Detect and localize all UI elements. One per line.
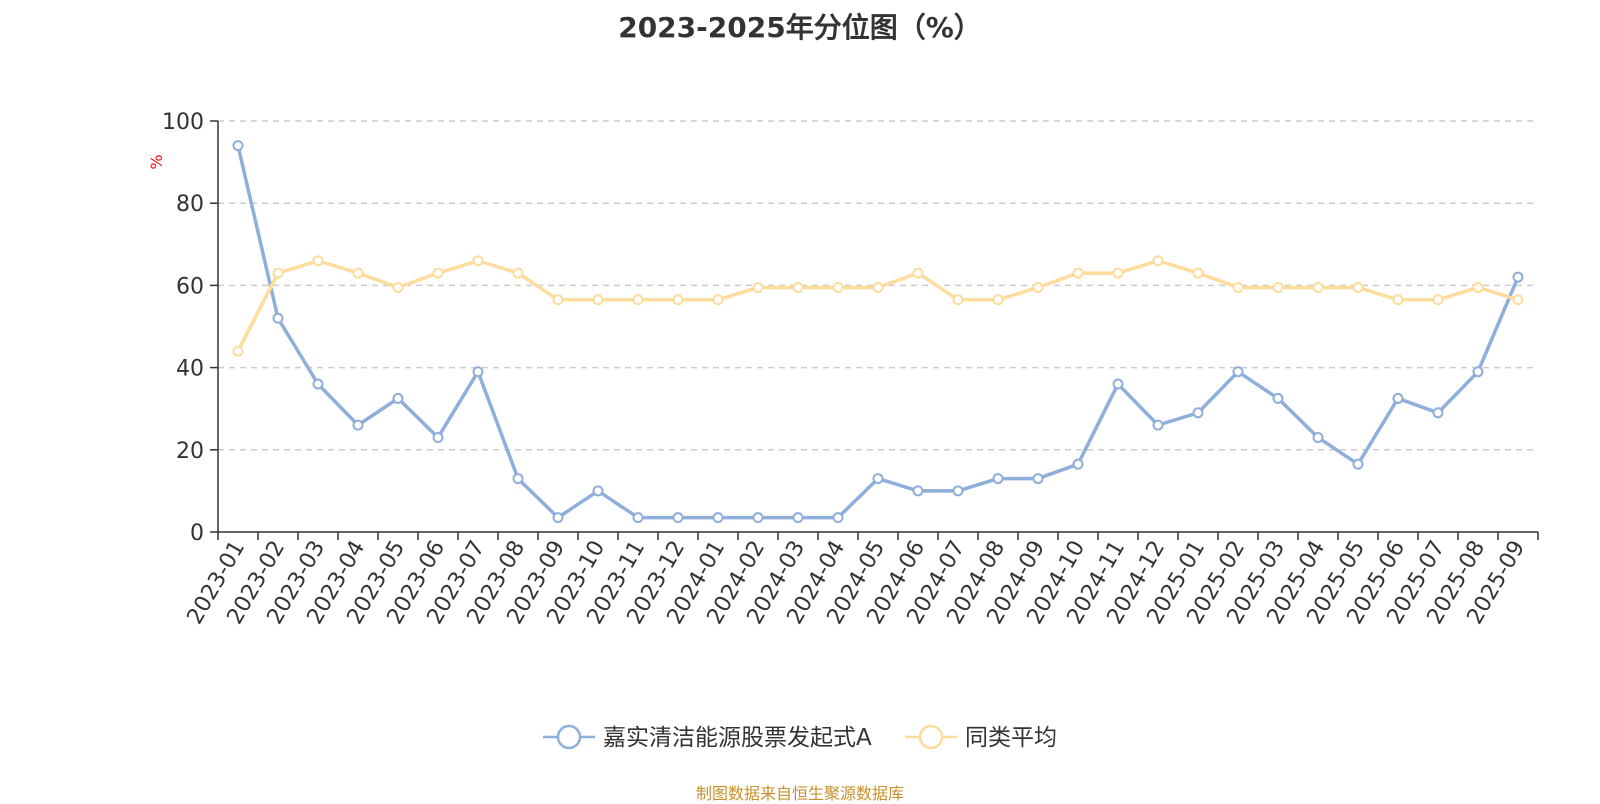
series-1-point [1072, 458, 1084, 470]
series-2-point [1192, 267, 1204, 279]
series-2-point [752, 281, 764, 293]
series-1-point [232, 140, 244, 152]
series-1-point [1272, 392, 1284, 404]
series-1-point [552, 512, 564, 524]
series-2-point [1312, 281, 1324, 293]
series-1-point [1512, 271, 1524, 283]
series-1-point [352, 419, 364, 431]
series-2-point [232, 345, 244, 357]
series-2-point [1112, 267, 1124, 279]
series-2-point [1152, 255, 1164, 267]
series-2-point [992, 294, 1004, 306]
series-1-point [1032, 473, 1044, 485]
source-note: 制图数据来自恒生聚源数据库 [695, 784, 904, 803]
series-1-point [1112, 378, 1124, 390]
series-1-point [952, 485, 964, 497]
series-1-point [1472, 366, 1484, 378]
series-2-point [632, 294, 644, 306]
series-2-point [352, 267, 364, 279]
chart-title: 2023-2025年分位图（%） [618, 11, 982, 44]
y-tick-label: 0 [190, 521, 204, 546]
legend-label-2: 同类平均 [965, 725, 1057, 751]
series-2-point [1072, 267, 1084, 279]
series-2-point [272, 267, 284, 279]
y-tick-label: 80 [176, 192, 204, 217]
legend-label-1: 嘉实清洁能源股票发起式A [603, 725, 872, 751]
legend-swatch-marker-1 [556, 724, 582, 750]
series-1-point [912, 485, 924, 497]
series-1-point [432, 431, 444, 443]
series-2-point [712, 294, 724, 306]
series-2-point [552, 294, 564, 306]
series-2-point [672, 294, 684, 306]
series-2-point [312, 255, 324, 267]
series-line-1 [236, 145, 1520, 520]
y-tick-label: 60 [176, 274, 204, 299]
series-2-point [872, 281, 884, 293]
series-1-point [632, 512, 644, 524]
series-2-point [592, 294, 604, 306]
series-2-point [952, 294, 964, 306]
series-1-point [1152, 419, 1164, 431]
series-1-point [1432, 407, 1444, 419]
series-1-point [1312, 431, 1324, 443]
series-1-point [1192, 407, 1204, 419]
series-2-point [1352, 281, 1364, 293]
series-2-point [472, 255, 484, 267]
series-2-point [512, 267, 524, 279]
series-2-point [1232, 281, 1244, 293]
series-2-point [1512, 294, 1524, 306]
series-line-2 [236, 258, 1519, 352]
series-2-point [1272, 281, 1284, 293]
series-1-point [1232, 366, 1244, 378]
series-1-point [792, 512, 804, 524]
y-tick-label: 20 [176, 439, 204, 464]
series-lines [232, 140, 1524, 524]
series-1-point [832, 512, 844, 524]
series-1-point [472, 366, 484, 378]
series-1-point [992, 473, 1004, 485]
series-1-point [392, 392, 404, 404]
series-2-point [912, 267, 924, 279]
y-tick-label: 40 [176, 357, 204, 382]
series-2-point [1032, 281, 1044, 293]
series-1-point [1392, 392, 1404, 404]
series-2-point [1432, 294, 1444, 306]
series-1-point [312, 378, 324, 390]
series-2-point [392, 281, 404, 293]
series-1-point [712, 512, 724, 524]
series-2-point [792, 281, 804, 293]
series-2-point [1472, 281, 1484, 293]
legend: 嘉实清洁能源股票发起式A 同类平均 [543, 724, 1057, 751]
series-1-point [1352, 458, 1364, 470]
series-1-point [672, 512, 684, 524]
legend-swatch-marker-2 [918, 724, 944, 750]
series-1-point [872, 473, 884, 485]
series-1-point [272, 312, 284, 324]
y-unit-label: % [147, 154, 166, 169]
series-2-point [832, 281, 844, 293]
series-2-point [432, 267, 444, 279]
series-1-point [592, 485, 604, 497]
y-tick-label: 100 [162, 110, 204, 135]
axes: 020406080100%2023-012023-022023-032023-0… [147, 110, 1539, 629]
series-2-point [1392, 294, 1404, 306]
series-1-point [512, 473, 524, 485]
series-1-point [752, 512, 764, 524]
